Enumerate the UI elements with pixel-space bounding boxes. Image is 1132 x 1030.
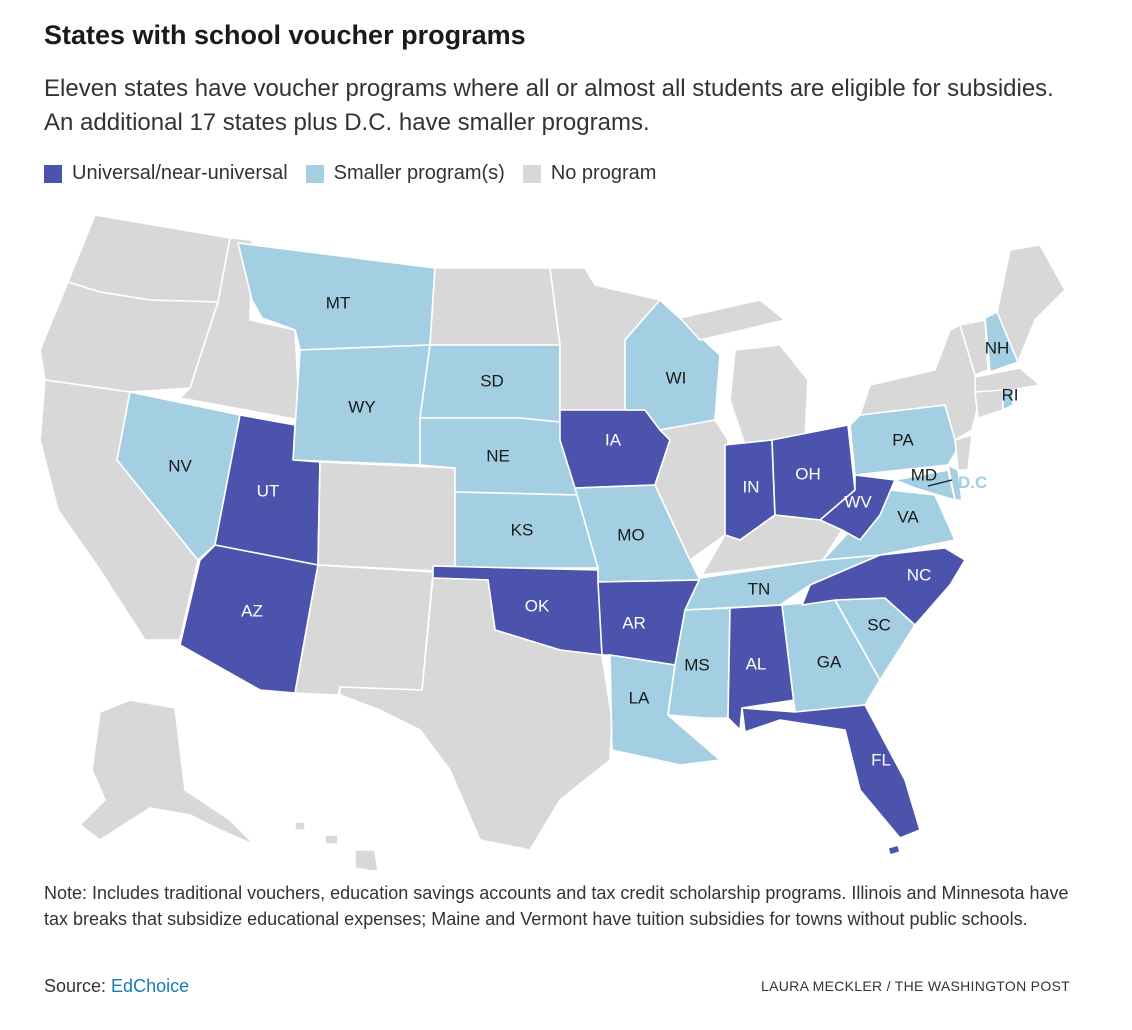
state-nm bbox=[294, 564, 434, 696]
us-map-svg: MT WY SD NE KS NV UT AZ OK IA WI MO AR M… bbox=[39, 214, 1066, 870]
state-hi bbox=[294, 821, 379, 870]
legend-swatch-universal bbox=[44, 164, 62, 183]
label-tn: TN bbox=[748, 579, 771, 598]
legend: Universal/near-universal Smaller program… bbox=[44, 162, 674, 185]
state-fl bbox=[741, 704, 921, 839]
note: Note: Includes traditional vouchers, edu… bbox=[44, 883, 1069, 929]
state-wv bbox=[819, 474, 896, 541]
label-ia: IA bbox=[605, 430, 622, 449]
state-fl-keys bbox=[887, 844, 901, 856]
label-pa: PA bbox=[892, 430, 914, 449]
credit: LAURA MECKLER / THE WASHINGTON POST bbox=[761, 978, 1070, 994]
state-ma bbox=[974, 367, 1041, 393]
label-in: IN bbox=[743, 477, 760, 496]
label-dc: D.C bbox=[958, 473, 987, 492]
legend-item-none: No program bbox=[522, 162, 657, 185]
label-oh: OH bbox=[795, 464, 821, 483]
state-ri bbox=[1002, 389, 1014, 411]
label-md: MD bbox=[911, 465, 937, 484]
state-me bbox=[996, 244, 1066, 363]
state-co bbox=[317, 461, 456, 573]
dc-leader-line bbox=[927, 479, 953, 487]
state-nd bbox=[429, 267, 561, 346]
state-md bbox=[894, 469, 956, 501]
label-wy: WY bbox=[348, 397, 375, 416]
label-ks: KS bbox=[511, 520, 534, 539]
legend-swatch-smaller bbox=[305, 164, 324, 183]
label-ms: MS bbox=[684, 655, 710, 674]
chart-title: States with school voucher programs bbox=[44, 20, 526, 50]
label-ga: GA bbox=[817, 652, 842, 671]
source-link[interactable]: EdChoice bbox=[111, 976, 190, 996]
label-ut: UT bbox=[257, 481, 280, 500]
label-mo: MO bbox=[617, 525, 644, 544]
label-nc: NC bbox=[907, 565, 932, 584]
legend-label-none: No program bbox=[550, 162, 657, 184]
state-il bbox=[654, 419, 729, 561]
label-ne: NE bbox=[486, 446, 510, 465]
label-va: VA bbox=[897, 507, 919, 526]
state-nj bbox=[954, 434, 973, 471]
label-al: AL bbox=[746, 654, 767, 673]
label-ar: AR bbox=[622, 613, 646, 632]
label-la: LA bbox=[629, 688, 650, 707]
state-ct bbox=[974, 389, 1004, 419]
label-fl: FL bbox=[871, 750, 891, 769]
label-wi: WI bbox=[666, 368, 687, 387]
label-ri: RI bbox=[1002, 385, 1019, 404]
label-ok: OK bbox=[525, 596, 550, 615]
state-tx bbox=[339, 577, 613, 851]
state-nc bbox=[801, 547, 966, 626]
legend-label-universal: Universal/near-universal bbox=[72, 162, 288, 184]
legend-swatch-none bbox=[522, 164, 541, 183]
source: Source: EdChoice bbox=[44, 976, 189, 997]
legend-label-smaller: Smaller program(s) bbox=[333, 162, 505, 184]
state-ak bbox=[79, 699, 256, 846]
legend-item-smaller: Smaller program(s) bbox=[305, 162, 505, 185]
source-prefix: Source: bbox=[44, 976, 112, 996]
us-map: MT WY SD NE KS NV UT AZ OK IA WI MO AR M… bbox=[30, 205, 1090, 870]
legend-item-universal: Universal/near-universal bbox=[44, 162, 288, 185]
label-nv: NV bbox=[168, 456, 192, 475]
label-mt: MT bbox=[326, 293, 351, 312]
label-wv: WV bbox=[844, 492, 872, 511]
label-az: AZ bbox=[241, 601, 263, 620]
state-vt bbox=[959, 319, 989, 376]
label-nh: NH bbox=[985, 338, 1010, 357]
state-de bbox=[947, 464, 963, 501]
label-sc: SC bbox=[867, 615, 891, 634]
label-sd: SD bbox=[480, 371, 504, 390]
chart-subtitle: Eleven states have voucher programs wher… bbox=[44, 75, 1054, 136]
